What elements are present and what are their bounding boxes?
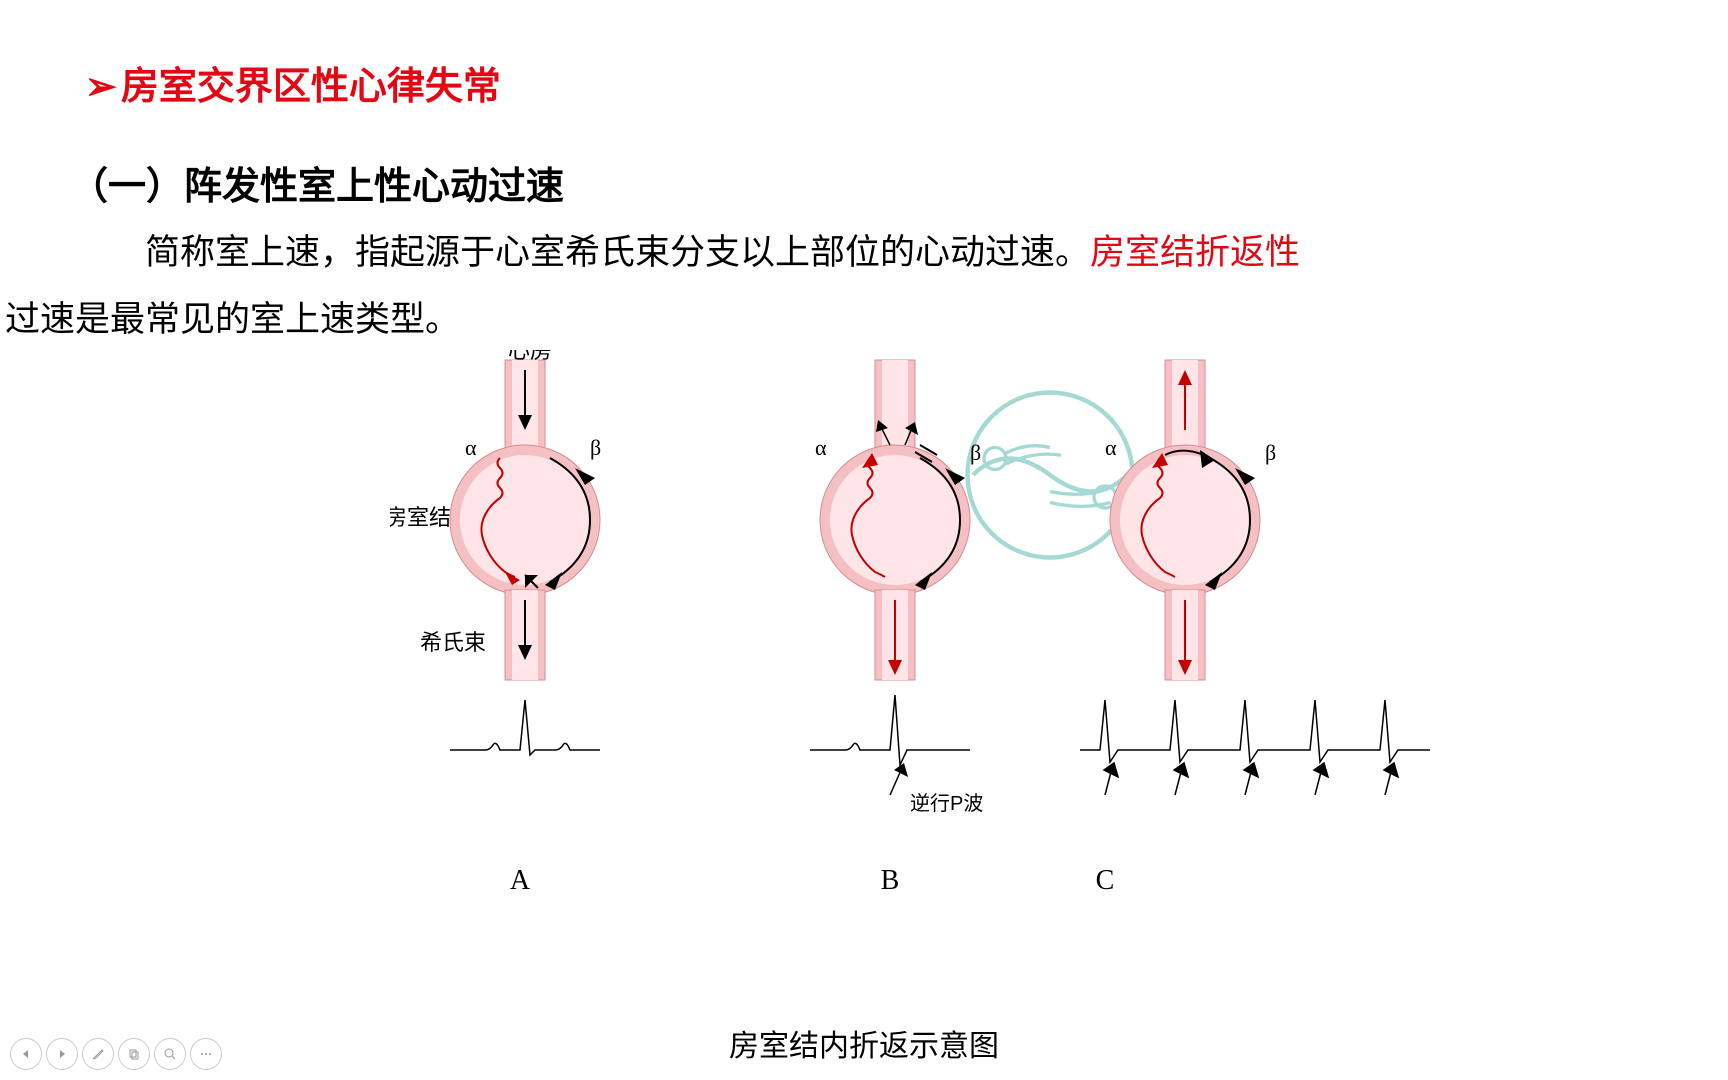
page-title: ➢房室交界区性心律失常 (85, 55, 501, 110)
body-highlight: 房室结折返性 (1090, 233, 1300, 272)
copy-button[interactable] (118, 1038, 150, 1070)
diagram-caption: 房室结内折返示意图 (729, 1021, 999, 1065)
zoom-button[interactable] (154, 1038, 186, 1070)
panel-letter-a: A (390, 865, 650, 897)
panel-letter-c: C (900, 865, 1310, 897)
label-alpha-a: α (465, 435, 477, 460)
label-retro-p: 逆行P波 (910, 792, 983, 815)
presentation-toolbar (10, 1038, 222, 1070)
diagram-panel-c: α β C (1050, 350, 1310, 897)
diagram-container: 心房 α β 房室结 希氏束 A (380, 350, 1480, 910)
next-button[interactable] (46, 1038, 78, 1070)
diagram-panel-a: 心房 α β 房室结 希氏束 A (390, 350, 650, 897)
label-beta-a: β (590, 435, 601, 460)
prev-button[interactable] (10, 1038, 42, 1070)
label-alpha-b: α (815, 435, 827, 460)
body-part-2: 过速是最常见的室上速类型。 (5, 287, 460, 354)
bullet-icon: ➢ (85, 66, 117, 108)
section-heading: （一）阵发性室上性心动过速 (70, 155, 564, 210)
pen-button[interactable] (82, 1038, 114, 1070)
label-his: 希氏束 (420, 630, 486, 655)
body-text: 简称室上速，指起源于心室希氏束分支以上部位的心动过速。房室结折返性过速是最常见的… (75, 220, 1728, 353)
label-alpha-c: α (1105, 435, 1117, 460)
label-beta-b: β (970, 440, 981, 465)
label-beta-c: β (1265, 440, 1276, 465)
body-part-1: 简称室上速，指起源于心室希氏束分支以上部位的心动过速。 (145, 233, 1090, 272)
diagram-panel-b: α β 逆行P波 B (760, 350, 1020, 897)
more-button[interactable] (190, 1038, 222, 1070)
label-avnode: 房室结 (390, 505, 451, 530)
title-text: 房室交界区性心律失常 (121, 66, 501, 108)
label-atrium: 心房 (508, 350, 552, 363)
